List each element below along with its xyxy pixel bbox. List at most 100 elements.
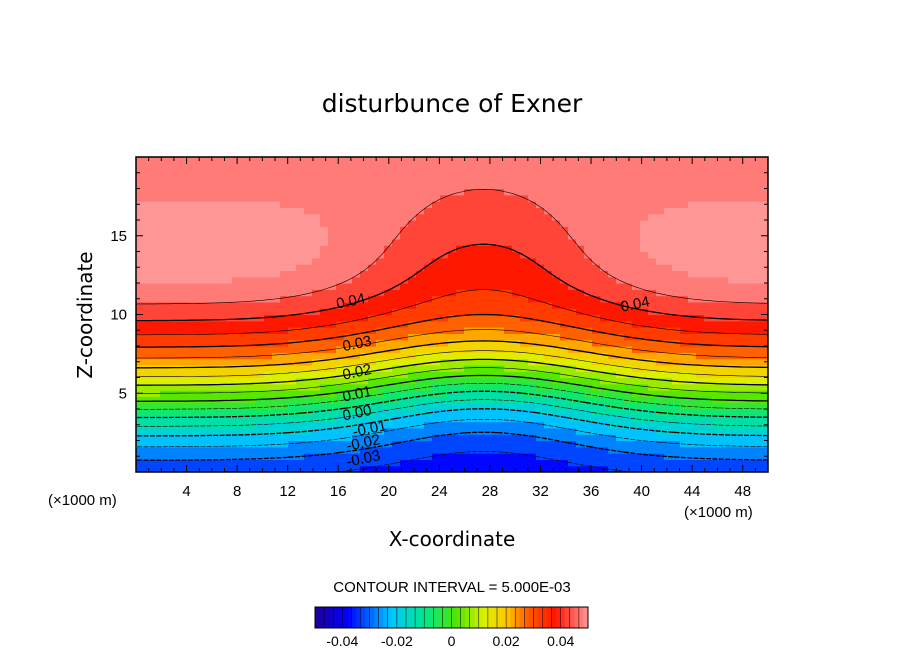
fill-cell: [504, 453, 513, 460]
fill-cell: [288, 169, 297, 177]
fill-cell: [560, 257, 569, 265]
fill-cell: [760, 245, 768, 253]
contour-line: [136, 374, 768, 402]
fill-cell: [608, 201, 617, 208]
fill-cell: [720, 226, 729, 234]
fill-cell: [280, 427, 289, 435]
fill-cell: [352, 194, 361, 202]
fill-cell: [256, 194, 265, 202]
fill-cell: [200, 220, 209, 227]
fill-cell: [496, 346, 505, 353]
fill-cell: [200, 163, 209, 171]
fill-cell: [152, 409, 161, 416]
fill-cell: [528, 226, 537, 234]
colorbar-cell: [537, 607, 543, 628]
fill-cell: [744, 402, 753, 410]
fill-cell: [672, 213, 681, 221]
fill-cell: [296, 201, 305, 208]
fill-cell: [704, 270, 713, 278]
fill-cell: [624, 446, 633, 454]
fill-cell: [536, 453, 545, 460]
fill-cell: [480, 157, 489, 164]
fill-cell: [456, 245, 465, 253]
fill-cell: [568, 289, 577, 297]
fill-cell: [344, 320, 353, 328]
fill-cell: [496, 169, 505, 177]
fill-cell: [688, 245, 697, 253]
fill-cell: [480, 314, 489, 322]
fill-cell: [216, 301, 225, 309]
fill-cell: [712, 220, 721, 227]
fill-cell: [168, 446, 177, 454]
fill-cell: [520, 383, 529, 391]
fill-cell: [528, 182, 537, 190]
fill-cell: [208, 440, 217, 448]
fill-cell: [632, 295, 641, 303]
fill-cell: [240, 358, 249, 366]
fill-cell: [408, 320, 417, 328]
fill-cell: [680, 251, 689, 259]
fill-cell: [184, 465, 193, 472]
fill-cell: [400, 409, 409, 416]
fill-cell: [624, 232, 633, 240]
fill-cell: [176, 320, 185, 328]
fill-cell: [232, 264, 241, 271]
fill-cell: [720, 270, 729, 278]
fill-cell: [192, 427, 201, 435]
fill-cell: [672, 364, 681, 372]
fill-cell: [216, 163, 225, 171]
fill-cell: [544, 446, 553, 454]
fill-cell: [496, 283, 505, 290]
fill-cell: [216, 427, 225, 435]
fill-cell: [368, 245, 377, 253]
fill-cell: [624, 163, 633, 171]
fill-cell: [336, 415, 345, 423]
fill-cell: [560, 465, 569, 472]
fill-cell: [592, 440, 601, 448]
fill-cell: [392, 289, 401, 297]
fill-cell: [184, 453, 193, 460]
fill-cell: [264, 453, 273, 460]
fill-cell: [400, 358, 409, 366]
fill-cell: [536, 327, 545, 334]
fill-cell: [712, 295, 721, 303]
fill-cell: [352, 453, 361, 460]
fill-cell: [472, 440, 481, 448]
fill-cell: [376, 220, 385, 227]
fill-cell: [584, 409, 593, 416]
fill-cell: [464, 346, 473, 353]
fill-cell: [456, 427, 465, 435]
fill-cell: [256, 453, 265, 460]
fill-cell: [680, 427, 689, 435]
fill-cell: [616, 188, 625, 196]
fill-cell: [136, 213, 145, 221]
fill-cell: [544, 320, 553, 328]
fill-cell: [496, 421, 505, 429]
fill-cell: [680, 283, 689, 290]
fill-cell: [288, 163, 297, 171]
fill-cell: [664, 352, 673, 360]
fill-cell: [208, 289, 217, 297]
fill-cell: [416, 396, 425, 404]
fill-cell: [224, 232, 233, 240]
fill-cell: [496, 232, 505, 240]
fill-cell: [520, 465, 529, 472]
fill-cell: [136, 276, 145, 284]
fill-cell: [280, 245, 289, 253]
fill-cell: [688, 358, 697, 366]
fill-cell: [520, 409, 529, 416]
fill-cell: [416, 270, 425, 278]
fill-cell: [496, 320, 505, 328]
fill-cell: [480, 289, 489, 297]
fill-cell: [632, 213, 641, 221]
fill-cell: [752, 238, 761, 246]
fill-cell: [672, 289, 681, 297]
fill-cell: [376, 257, 385, 265]
fill-cell: [504, 295, 513, 303]
fill-cell: [328, 453, 337, 460]
fill-cell: [736, 364, 745, 372]
fill-cell: [752, 308, 761, 316]
fill-cell: [528, 396, 537, 404]
fill-cell: [392, 207, 401, 215]
fill-cell: [744, 194, 753, 202]
